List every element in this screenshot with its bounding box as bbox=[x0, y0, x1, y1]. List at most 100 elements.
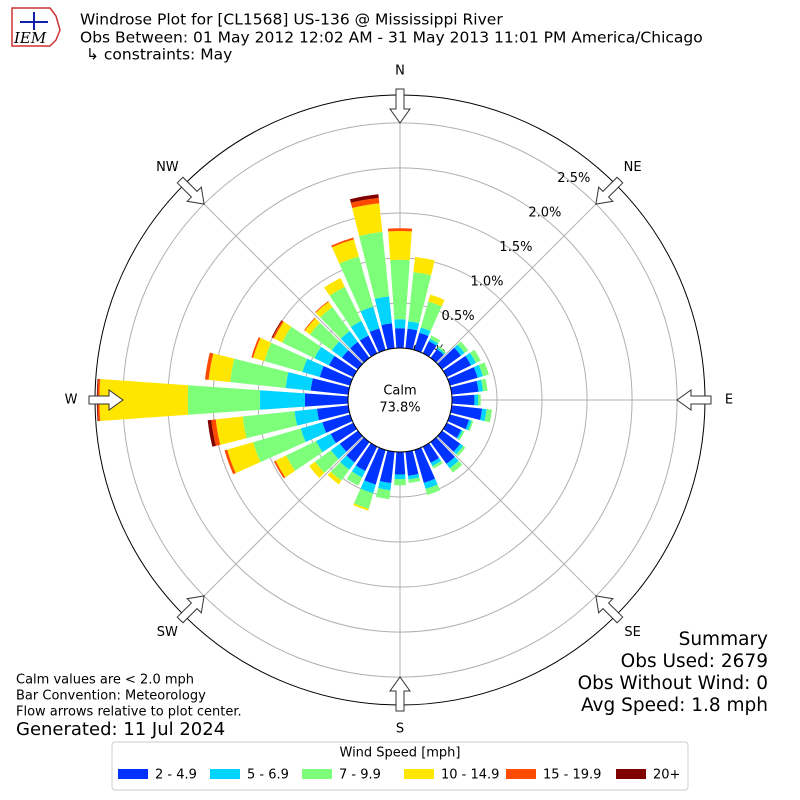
bar-segment bbox=[242, 411, 298, 439]
compass-label: E bbox=[725, 393, 733, 408]
bar-segment bbox=[436, 347, 445, 355]
bar-segment bbox=[302, 358, 324, 377]
bar-segment bbox=[286, 440, 323, 471]
bar-segment bbox=[456, 445, 466, 457]
bar-segment bbox=[481, 378, 488, 392]
legend-label: 2 - 4.9 bbox=[155, 768, 197, 783]
compass-label: NE bbox=[624, 160, 642, 175]
bar-segment bbox=[205, 352, 214, 380]
bar-segment bbox=[465, 352, 476, 366]
bar-segment bbox=[331, 341, 349, 358]
legend-label: 15 - 19.9 bbox=[543, 768, 601, 783]
bar-segment bbox=[394, 319, 406, 329]
bar-segment bbox=[251, 337, 261, 358]
bar-segment bbox=[465, 419, 472, 431]
summary-line: Summary bbox=[679, 629, 768, 650]
bar-segment bbox=[414, 332, 429, 353]
bar-segment bbox=[322, 414, 353, 433]
bar-segment bbox=[211, 419, 221, 446]
bar-segment bbox=[375, 488, 391, 500]
bar-segment bbox=[430, 458, 442, 467]
bar-segment bbox=[253, 337, 272, 362]
spoke bbox=[183, 436, 364, 617]
compass-arrow bbox=[676, 389, 712, 411]
legend-swatch bbox=[302, 769, 332, 779]
bar-segment bbox=[353, 488, 374, 509]
bar-segment bbox=[405, 328, 418, 350]
bar-segment bbox=[454, 344, 465, 356]
compass-arrow bbox=[595, 595, 624, 624]
legend-label: 10 - 14.9 bbox=[441, 768, 499, 783]
bar-segment bbox=[319, 366, 353, 386]
bar-segment bbox=[330, 462, 350, 481]
bar-segment bbox=[476, 379, 484, 392]
bar-segment bbox=[282, 326, 322, 359]
r-tick-label: 0.5% bbox=[442, 309, 475, 324]
bar-segment bbox=[310, 378, 350, 395]
legend-swatch bbox=[404, 769, 434, 779]
bar-segment bbox=[422, 443, 440, 463]
legend-title: Wind Speed [mph] bbox=[340, 746, 461, 761]
bar-segment bbox=[453, 443, 464, 455]
bar-segment bbox=[304, 317, 316, 331]
bar-segment bbox=[329, 286, 362, 328]
compass-label: S bbox=[396, 722, 404, 737]
bar-segment bbox=[477, 394, 481, 406]
spoke bbox=[436, 183, 617, 364]
bar-segment bbox=[339, 430, 363, 452]
bar-segment bbox=[359, 335, 378, 357]
bar-segment bbox=[484, 409, 493, 423]
bar-segment bbox=[360, 306, 380, 332]
legend-swatch bbox=[616, 769, 646, 779]
bar-segment bbox=[207, 419, 216, 447]
bar-segment bbox=[264, 342, 308, 373]
bar-segment bbox=[394, 474, 406, 480]
bar-segment bbox=[474, 394, 479, 406]
legend-box bbox=[111, 741, 689, 791]
bar-segment bbox=[378, 481, 392, 491]
bar-segment bbox=[480, 408, 487, 422]
bar-segment bbox=[327, 471, 342, 485]
bar-segment bbox=[353, 503, 369, 511]
bar-segment bbox=[449, 460, 463, 473]
compass-label: SW bbox=[157, 625, 178, 640]
bar-segment bbox=[304, 393, 349, 407]
bar-segment bbox=[408, 477, 421, 484]
bar-segment bbox=[390, 259, 410, 320]
calm-value: 73.8% bbox=[379, 401, 420, 416]
constraints: ↳ constraints: May bbox=[86, 46, 232, 64]
compass-arrow bbox=[176, 595, 205, 624]
bar-segment bbox=[272, 320, 284, 339]
summary-line: Avg Speed: 1.8 mph bbox=[581, 695, 768, 716]
bar-segment bbox=[447, 367, 478, 386]
note: Calm values are < 2.0 mph bbox=[16, 673, 194, 688]
bar-segment bbox=[428, 294, 445, 307]
bar-segment bbox=[469, 349, 481, 363]
bar-segment bbox=[425, 484, 441, 495]
logo-text: IEM bbox=[13, 29, 47, 47]
arrow-shape bbox=[176, 595, 205, 624]
bar-segment bbox=[253, 428, 306, 463]
bar-segment bbox=[324, 278, 345, 296]
bar-segment bbox=[350, 341, 370, 363]
note: Flow arrows relative to plot center. bbox=[16, 705, 242, 720]
bar-segment bbox=[208, 353, 235, 383]
bar-segment bbox=[273, 321, 292, 343]
bar-segment bbox=[451, 394, 475, 406]
spoke bbox=[436, 436, 617, 617]
bar-segment bbox=[429, 335, 441, 344]
r-tick-label: 2.0% bbox=[528, 206, 561, 221]
bar-segment bbox=[374, 296, 392, 326]
bar-segment bbox=[350, 197, 380, 209]
bar-segment bbox=[360, 480, 376, 494]
bar-segment bbox=[450, 405, 483, 420]
calm-circle bbox=[347, 347, 453, 453]
bar-segment bbox=[388, 228, 412, 232]
legend-label: 5 - 6.9 bbox=[247, 768, 289, 783]
bar-segment bbox=[316, 433, 336, 453]
bar-segment bbox=[259, 390, 306, 410]
bar-segment bbox=[355, 443, 378, 472]
bar-segment bbox=[450, 380, 479, 395]
